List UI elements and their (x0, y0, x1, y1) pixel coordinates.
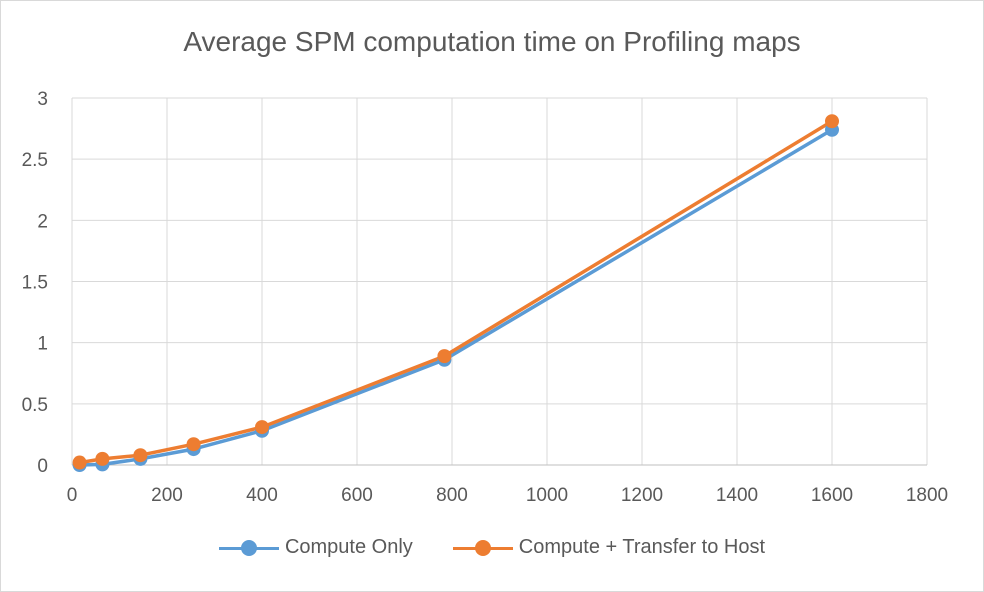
data-point-s1-4 (255, 420, 269, 435)
x-tick-label: 200 (151, 485, 183, 506)
y-tick-label: 2 (37, 211, 48, 232)
data-point-s1-0 (72, 455, 87, 470)
tick-labels: 0 200 400 600 800 1000 1200 1400 1600 1800 0 0.5 1 1.… (22, 89, 949, 506)
gridlines (71, 97, 928, 466)
x-tick-label: 1600 (811, 485, 853, 506)
legend: Compute Only Compute + Transfer to Host (0, 536, 984, 559)
legend-label-compute-only: Compute Only (284, 536, 413, 558)
y-tick-label: 2.5 (22, 150, 48, 171)
x-tick-label: 1400 (716, 485, 758, 506)
x-tick-label: 0 (67, 485, 78, 506)
chart-title: Average SPM computation time on Profilin… (183, 26, 801, 57)
legend-marker-compute-transfer (452, 538, 513, 558)
y-tick-label: 3 (37, 89, 48, 110)
legend-item-compute-transfer: Compute + Transfer to Host (452, 536, 766, 559)
y-tick-label: 0 (37, 456, 48, 477)
data-point-s1-1 (95, 451, 110, 466)
data-point-s1-2 (133, 448, 148, 463)
x-tick-label: 400 (246, 485, 278, 506)
y-tick-label: 0.5 (22, 395, 48, 416)
series-points (72, 114, 839, 472)
data-point-s1-6 (825, 114, 839, 129)
series-lines (79, 119, 833, 467)
legend-item-compute-only: Compute Only (218, 536, 413, 559)
data-point-s1-3 (186, 437, 201, 452)
x-tick-label: 1800 (906, 485, 948, 506)
x-tick-label: 600 (341, 485, 373, 506)
series-line-1 (79, 119, 833, 465)
x-tick-label: 1000 (526, 485, 568, 506)
data-point-s1-5 (437, 349, 452, 364)
x-tick-label: 1200 (621, 485, 663, 506)
x-tick-label: 800 (436, 485, 468, 506)
legend-marker-compute-only (218, 538, 279, 558)
legend-label-compute-transfer: Compute + Transfer to Host (518, 536, 766, 558)
y-tick-label: 1 (37, 334, 48, 355)
series-line-0 (79, 128, 833, 467)
y-tick-label: 1.5 (22, 273, 48, 294)
